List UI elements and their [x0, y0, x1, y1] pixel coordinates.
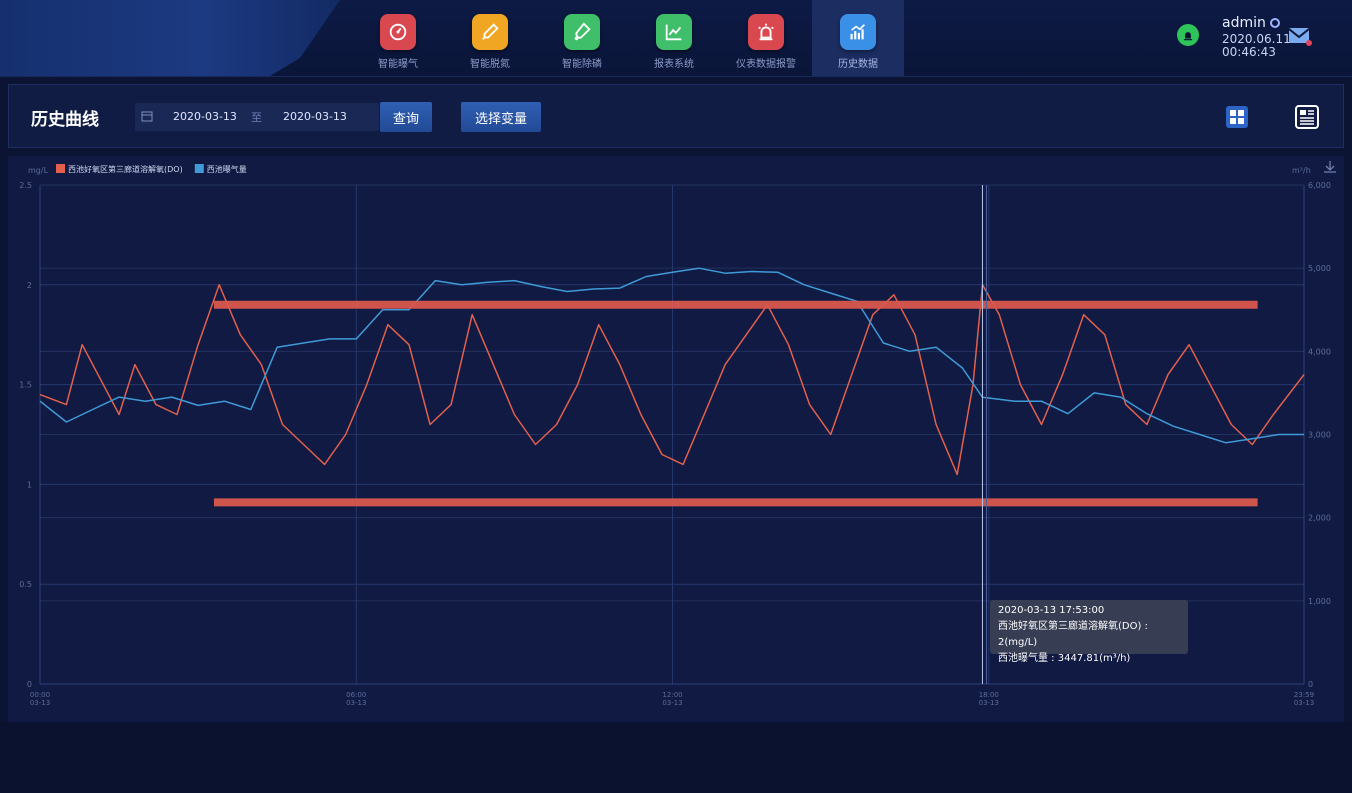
history-toolbar: 历史曲线 2020-03-13 至 2020-03-13 查询 选择变量: [8, 84, 1344, 148]
nav-label: 历史数据: [838, 59, 878, 70]
status-dot-icon: [1269, 18, 1280, 28]
chart-extras: [213, 185, 1258, 684]
nav-label: 仪表数据报警: [736, 59, 796, 70]
chart-legend[interactable]: 西池好氧区第三廊道溶解氧(DO) 西池曝气量: [56, 164, 247, 174]
logo-area: [0, 0, 340, 76]
bar-chart-icon: [840, 14, 876, 50]
y-left-tick-label: 0.5: [19, 580, 32, 589]
footer-area: [0, 722, 1352, 793]
series-line: [39, 267, 1304, 444]
x-tick-label: 00:00: [30, 691, 50, 699]
list-view-icon[interactable]: [1295, 105, 1319, 129]
y-right-tick-label: 5,000: [1308, 264, 1331, 273]
calendar-icon: [141, 111, 153, 122]
y-right-tick-label: 1,000: [1308, 597, 1331, 606]
alarm-light-icon: [748, 14, 784, 50]
chart-tooltip: 2020-03-13 17:53:00 西池好氧区第三廊道溶解氧(DO) : 2…: [990, 600, 1188, 664]
reference-line: [213, 300, 1258, 309]
y-left-tick-label: 2.5: [19, 181, 32, 190]
date-separator: 至: [251, 111, 262, 124]
y-left-tick-label: 2: [27, 281, 32, 290]
user-menu[interactable]: admin: [1222, 15, 1280, 31]
mail-icon[interactable]: [1288, 26, 1312, 46]
start-date-input[interactable]: 2020-03-13: [173, 110, 237, 123]
alarm-status-icon[interactable]: [1177, 24, 1199, 46]
download-icon[interactable]: [1324, 161, 1336, 173]
reference-line: [213, 498, 1258, 507]
nav-label: 智能曝气: [378, 59, 418, 70]
top-navigation-bar: 智能曝气 智能脱氮 智能除磷 报表系统 仪表数据报警: [0, 0, 1352, 77]
main-nav: 智能曝气 智能脱氮 智能除磷 报表系统 仪表数据报警: [352, 0, 904, 76]
gauge-icon: [380, 14, 416, 50]
datetime-display: 2020.06.11 00:46:43: [1222, 33, 1291, 59]
x-tick-date: 03-13: [662, 699, 682, 707]
legend-swatch: [194, 164, 204, 173]
y-right-tick-label: 6,000: [1308, 181, 1331, 190]
x-tick-label: 06:00: [346, 691, 366, 699]
tooltip-aeration-value: 西池曝气量 : 3447.81(m³/h): [998, 653, 1131, 664]
x-tick-label: 18:00: [979, 691, 999, 699]
nav-item-smart-denitrification[interactable]: 智能脱氮: [444, 0, 536, 76]
x-tick-date: 03-13: [346, 699, 366, 707]
y-left-tick-label: 1.5: [19, 381, 32, 390]
query-button[interactable]: 查询: [380, 102, 432, 132]
user-area: admin 2020.06.11 00:46:43: [1152, 0, 1352, 76]
nav-item-report-system[interactable]: 报表系统: [628, 0, 720, 76]
x-tick-date: 03-13: [30, 699, 50, 707]
legend-swatch: [56, 164, 65, 173]
nav-item-history-data[interactable]: 历史数据: [812, 0, 904, 76]
y-left-tick-label: 0: [27, 680, 32, 689]
username: admin: [1222, 15, 1266, 31]
nav-item-smart-aeration[interactable]: 智能曝气: [352, 0, 444, 76]
nav-item-smart-phosphorus-removal[interactable]: 智能除磷: [536, 0, 628, 76]
nav-label: 智能脱氮: [470, 59, 510, 70]
current-date: 2020.06.11: [1222, 32, 1291, 46]
y-right-tick-label: 4,000: [1308, 347, 1331, 356]
tooltip-time: 2020-03-13 17:53:00: [998, 605, 1105, 616]
tooltip-do-value: 西池好氧区第三廊道溶解氧(DO) : 2(mg/L): [998, 621, 1148, 648]
nav-item-instrument-alarm[interactable]: 仪表数据报警: [720, 0, 812, 76]
y-left-unit: mg/L: [28, 166, 49, 175]
nav-label: 报表系统: [654, 59, 694, 70]
end-date-input[interactable]: 2020-03-13: [283, 110, 347, 123]
chart-series: [39, 267, 1305, 476]
date-range-picker[interactable]: 2020-03-13 至 2020-03-13: [135, 103, 379, 131]
chart-axes: 0 0.5 1 1.5 2 2.5 0 1,000 2,000 3,000 4,000 5,000 6,…: [19, 166, 1331, 707]
current-time: 00:46:43: [1222, 45, 1276, 59]
y-right-tick-label: 3,000: [1308, 431, 1331, 440]
series-line: [39, 284, 1305, 476]
grid-view-icon[interactable]: [1226, 106, 1248, 128]
select-variables-button[interactable]: 选择变量: [461, 102, 541, 132]
history-line-chart[interactable]: 0 0.5 1 1.5 2 2.5 0 1,000 2,000 3,000 4,000 5,000 6,…: [8, 156, 1344, 722]
page-title: 历史曲线: [31, 110, 99, 130]
x-tick-label: 12:00: [662, 691, 682, 699]
x-tick-label: 23:59: [1294, 691, 1314, 699]
line-chart-icon: [656, 14, 692, 50]
x-tick-date: 03-13: [1294, 699, 1314, 707]
legend-label: 西池曝气量: [207, 164, 247, 174]
y-right-unit: m³/h: [1292, 166, 1311, 175]
dropper-icon: [472, 14, 508, 50]
y-left-tick-label: 1: [27, 480, 32, 489]
legend-label: 西池好氧区第三廊道溶解氧(DO): [68, 164, 183, 174]
flask-icon: [564, 14, 600, 50]
y-right-tick-label: 2,000: [1308, 514, 1331, 523]
nav-label: 智能除磷: [562, 59, 602, 70]
x-tick-date: 03-13: [979, 699, 999, 707]
y-right-tick-label: 0: [1308, 680, 1313, 689]
